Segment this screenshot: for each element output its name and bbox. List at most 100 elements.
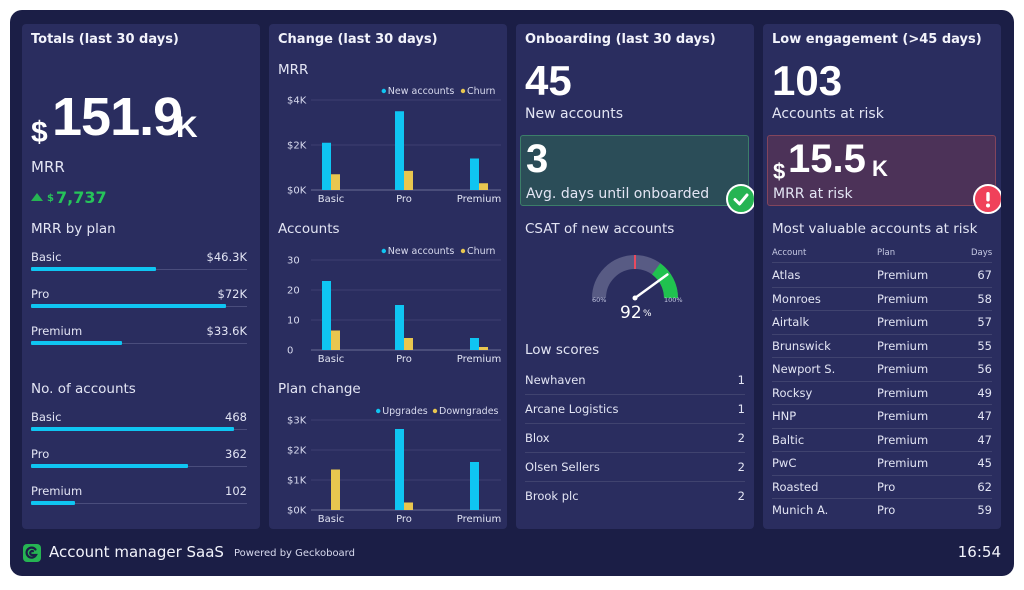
mrr-change-chart: $0K $2K $4K Churn New accounts Basic Pro Premiu…: [287, 86, 501, 204]
avg-days-value: 3: [526, 137, 549, 181]
cell-account: PwC: [772, 456, 797, 470]
x-tick-label: Pro: [396, 354, 412, 364]
cell-days: 56: [977, 362, 992, 376]
legend-label: Upgrades: [382, 406, 428, 417]
plan-name: Basic: [31, 250, 62, 264]
x-tick-label: Basic: [318, 354, 344, 364]
score-count: 1: [737, 402, 745, 416]
chart-title-accounts: Accounts: [278, 221, 340, 237]
csat-title: CSAT of new accounts: [525, 221, 675, 237]
gauge-value: 92: [620, 303, 642, 323]
low-score-row: Olsen Sellers 2: [525, 452, 745, 482]
at-risk-label: Accounts at risk: [772, 106, 884, 122]
y-tick-label: $0K: [287, 506, 307, 517]
totals-title: Totals (last 30 days): [31, 32, 179, 47]
cell-account: Baltic: [772, 432, 805, 447]
cell-account: Monroes: [772, 291, 821, 306]
cell-plan: Premium: [877, 315, 929, 329]
cell-days: 57: [977, 315, 992, 329]
clock-time: 16:54: [957, 543, 1001, 561]
gauge-good-zone: [651, 263, 678, 299]
cell-account: Newport S.: [772, 362, 836, 376]
plan-name: Basic: [31, 410, 62, 424]
bar-new-accounts: [470, 338, 479, 350]
cell-days: 67: [977, 268, 992, 282]
y-tick-label: $0K: [287, 186, 307, 197]
y-tick-label: 20: [287, 286, 300, 297]
legend-dot: [432, 408, 438, 414]
score-count: 2: [737, 489, 745, 503]
column-header-days: Days: [971, 248, 993, 258]
risk-table-row: PwC Premium 45: [772, 451, 992, 476]
gauge-hub: [632, 295, 638, 301]
bar-downgrades: [404, 502, 413, 510]
cell-plan: Premium: [877, 291, 929, 306]
mrr-total-value: 151.9: [52, 87, 183, 147]
accounts-row-pro: Pro 362: [31, 447, 247, 477]
cell-days: 47: [977, 432, 992, 447]
mrr-plan-row-basic: Basic $46.3K: [31, 250, 247, 280]
bar-fill: [31, 304, 226, 308]
plan-name: Premium: [31, 324, 83, 338]
mrr-by-plan-title: MRR by plan: [31, 221, 116, 237]
y-tick-label: $2K: [287, 141, 307, 152]
plan-name: Pro: [31, 287, 50, 301]
legend-dot: [376, 408, 381, 414]
low-score-row: Arcane Logistics 1: [525, 394, 745, 424]
y-tick-label: 0: [287, 346, 293, 357]
powered-by: Powered by Geckoboard: [234, 548, 355, 559]
column-header-plan: Plan: [877, 248, 896, 258]
chart-title-mrr: MRR: [278, 62, 309, 78]
x-tick-label: Premium: [457, 514, 502, 524]
plan-value: 362: [225, 447, 247, 461]
plan-name: Premium: [31, 484, 83, 498]
risk-table-title: Most valuable accounts at risk: [772, 221, 978, 237]
low-score-row: Brook plc 2: [525, 481, 745, 510]
table-header-divider: [772, 262, 992, 263]
legend-dot: [381, 88, 386, 94]
cell-days: 58: [977, 291, 992, 306]
x-tick-label: Premium: [457, 354, 502, 364]
risk-table-row: Roasted Pro 62: [772, 475, 992, 499]
risk-table-row: Monroes Premium 58: [772, 287, 992, 311]
score-count: 2: [737, 460, 745, 474]
low-score-row: Newhaven 1: [525, 365, 745, 395]
arrow-up-icon: [31, 193, 43, 201]
bar-fill: [31, 464, 188, 468]
bar-new-accounts: [395, 305, 404, 350]
column-header-account: Account: [772, 248, 807, 258]
mrr-label: MRR: [31, 158, 65, 176]
x-tick-label: Basic: [318, 514, 344, 524]
mrr-plan-row-premium: Premium $33.6K: [31, 324, 247, 354]
avg-days-box: 3 Avg. days until onboarded: [520, 135, 749, 206]
cell-account: Rocksy: [772, 385, 813, 400]
account-name: Arcane Logistics: [525, 402, 619, 416]
at-risk-value: 103: [772, 57, 843, 104]
cell-plan: Pro: [877, 479, 896, 494]
accounts-row-premium: Premium 102: [31, 484, 247, 514]
cell-account: HNP: [772, 409, 797, 423]
dashboard-name: Account manager SaaS: [49, 543, 224, 561]
warning-icon: [973, 184, 1001, 214]
plan-change-chart: $0K $1K $2K $3K Downgrades Upgrades Basic Pro Pr…: [287, 406, 502, 524]
totals-panel: Totals (last 30 days) $ 151.9 K MRR $ 7,…: [22, 24, 260, 529]
accounts-title: No. of accounts: [31, 381, 136, 397]
change-panel: Change (last 30 days) MRR $0K $2K $4K Churn…: [269, 24, 507, 529]
legend-label: New accounts: [388, 246, 455, 257]
bar-churn: [479, 183, 488, 190]
risk-table-row: Atlas Premium 67: [772, 263, 992, 288]
bar-downgrades: [331, 469, 340, 510]
cell-plan: Premium: [877, 385, 929, 400]
bar-churn: [404, 170, 413, 190]
cell-plan: Premium: [877, 268, 929, 282]
mrr-at-risk-box: $ 15.5 K MRR at risk: [767, 135, 996, 206]
bar-track: [31, 503, 247, 504]
accounts-change-chart: 0 10 20 30 Churn New accounts Basic Pro Premium: [287, 246, 502, 364]
bar-new-accounts: [322, 142, 331, 190]
legend-label: Downgrades: [439, 406, 499, 417]
y-tick-label: 30: [287, 256, 300, 267]
mrr-risk-label: MRR at risk: [773, 186, 853, 202]
x-tick-label: Basic: [318, 194, 344, 204]
x-tick-label: Pro: [396, 514, 412, 524]
new-accounts-label: New accounts: [525, 106, 624, 122]
